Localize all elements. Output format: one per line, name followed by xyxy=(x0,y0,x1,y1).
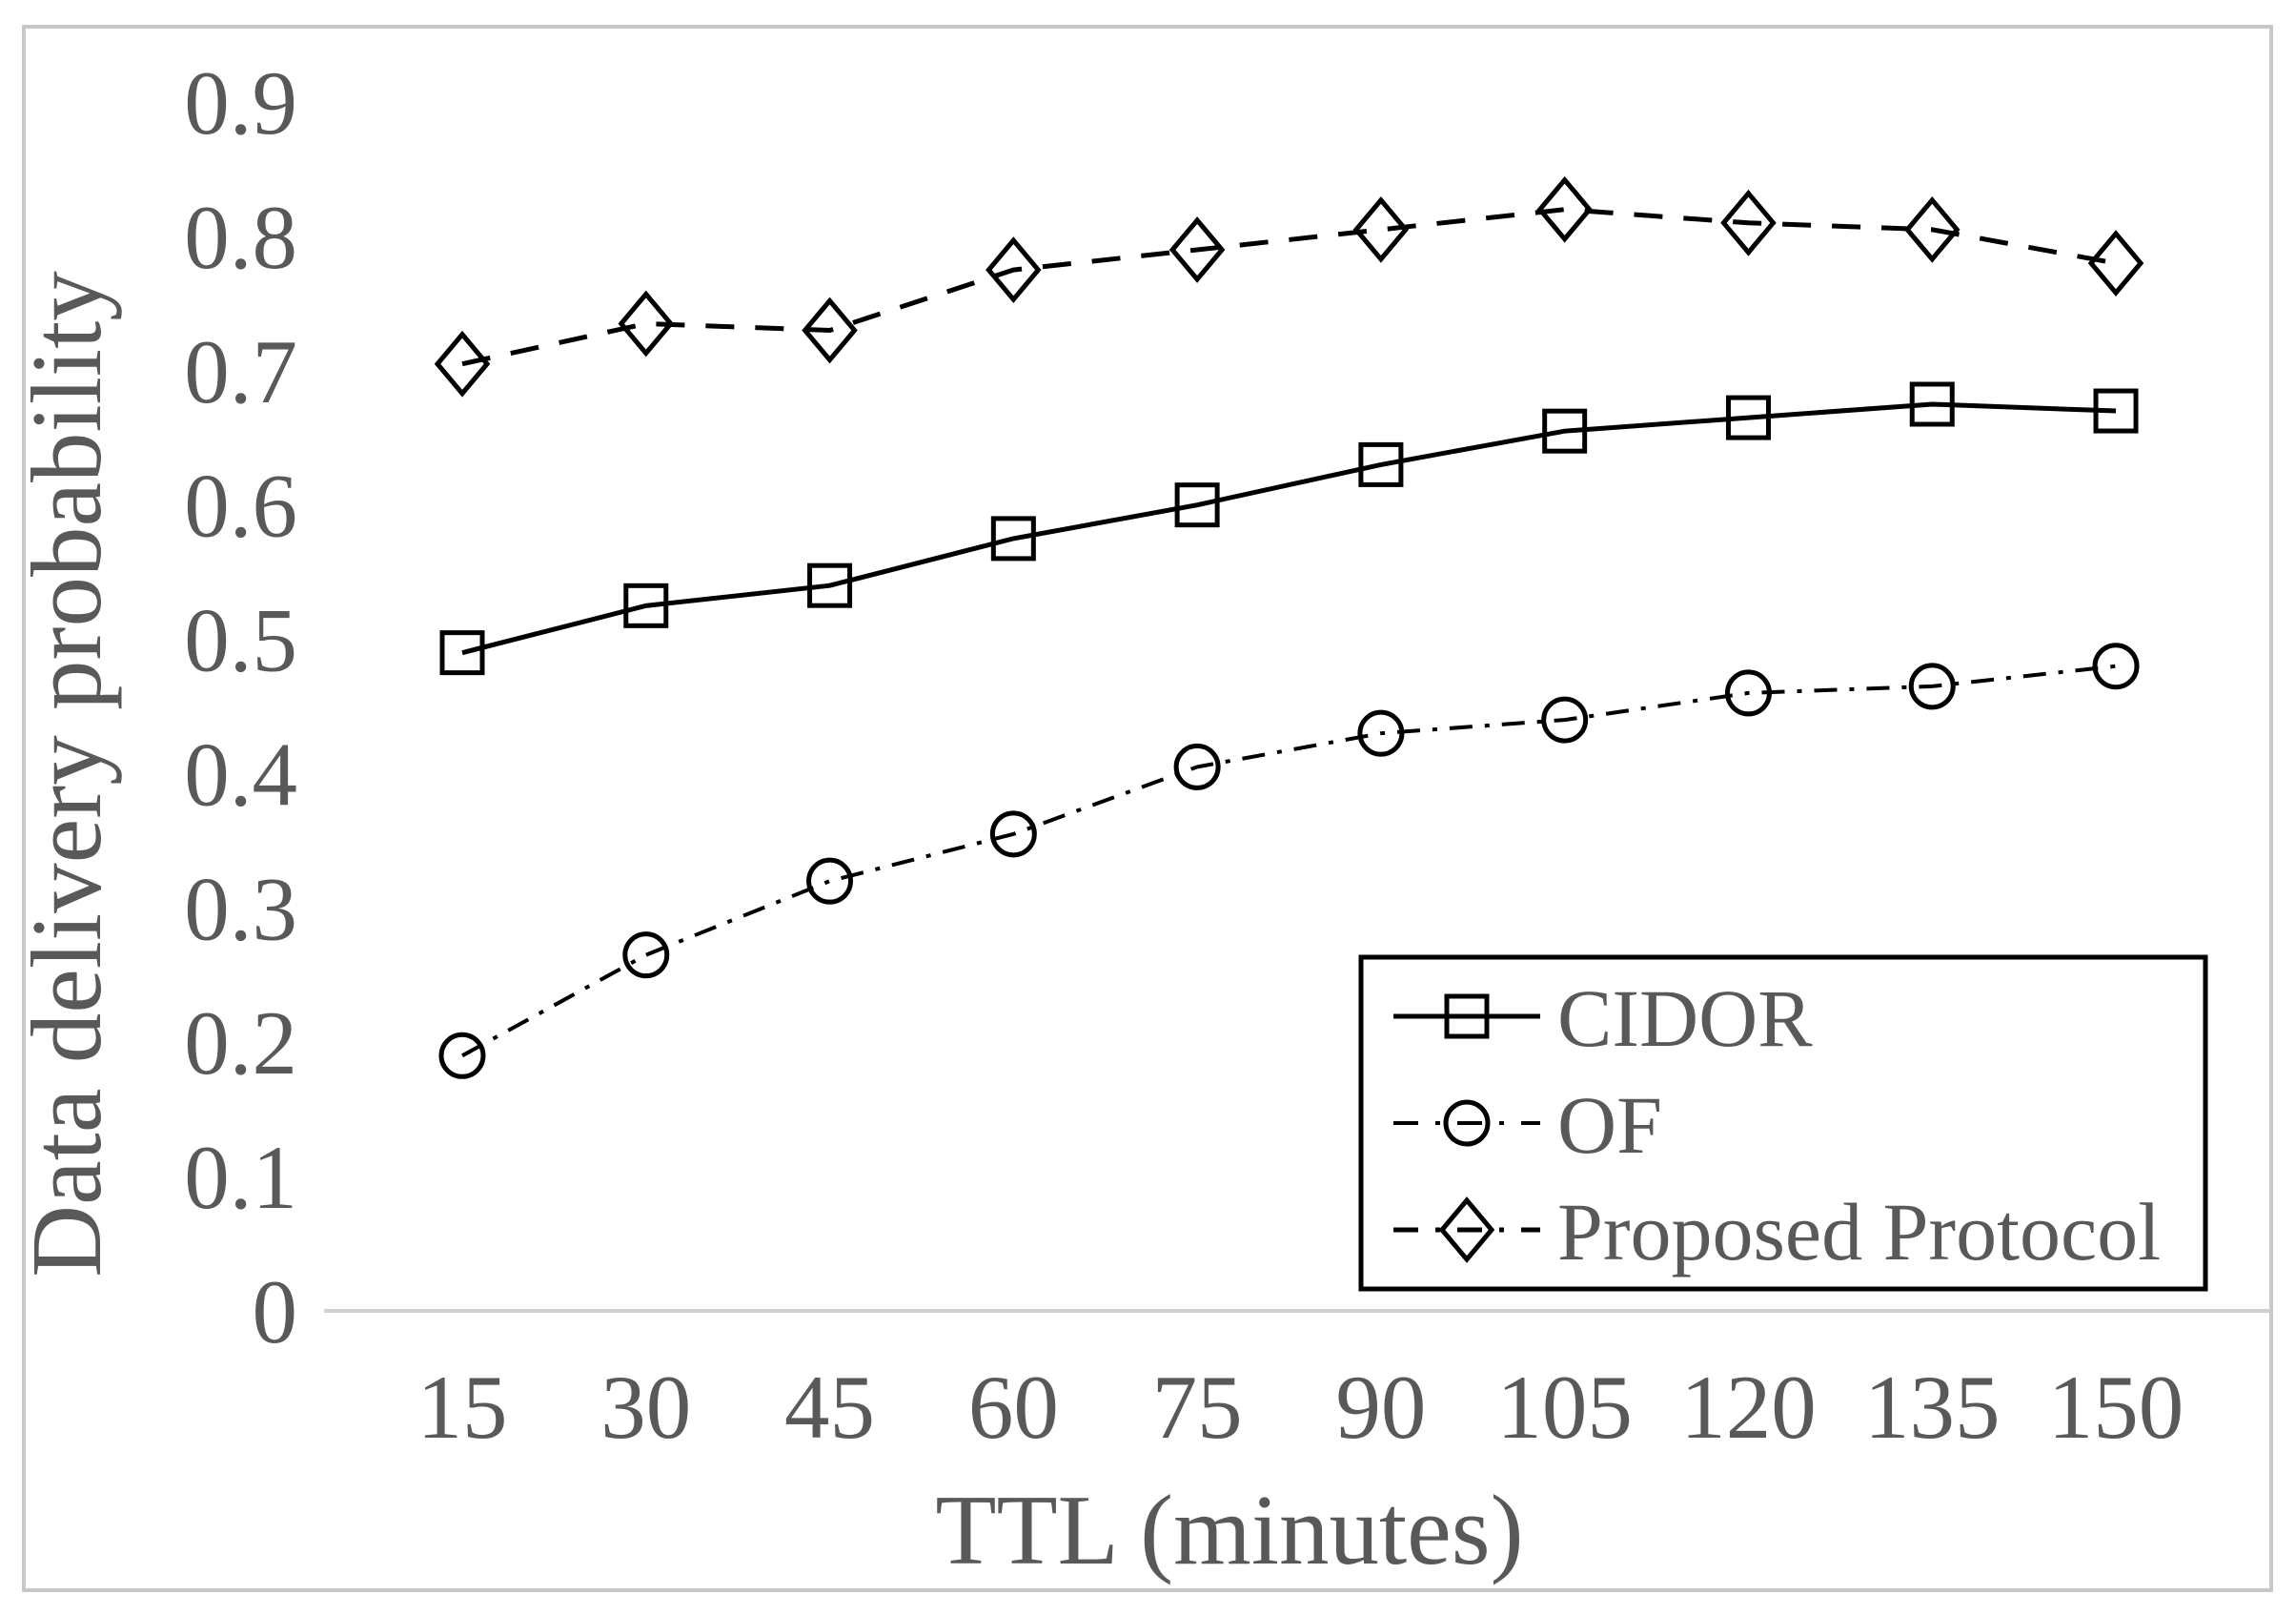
diamond-marker xyxy=(1903,195,1961,263)
x-tick-label: 45 xyxy=(784,1357,875,1458)
circle-marker xyxy=(1173,743,1221,790)
diamond-marker xyxy=(802,296,858,364)
diamond-marker xyxy=(1168,216,1226,283)
y-axis-title: Data delivery probability xyxy=(10,271,122,1278)
series-cidor xyxy=(439,381,2139,676)
y-tick-label: 0.7 xyxy=(184,321,297,422)
series-proposed-protocol xyxy=(434,175,2144,398)
legend-item-label: OF xyxy=(1557,1079,1662,1171)
legend: CIDOR OF Proposed Protocol xyxy=(1358,954,2208,1292)
diamond-marker xyxy=(618,290,675,358)
circle-marker xyxy=(1724,669,1772,717)
y-tick-label: 0.8 xyxy=(184,187,297,288)
x-tick-label: 150 xyxy=(2048,1357,2184,1458)
square-marker xyxy=(1725,395,1771,440)
square-marker xyxy=(2093,388,2139,434)
x-axis-title: TTL (minutes) xyxy=(935,1474,1523,1585)
y-tick-label: 0.1 xyxy=(184,1127,297,1228)
circle-marker xyxy=(2092,643,2140,690)
x-tick-label: 15 xyxy=(417,1357,508,1458)
y-axis-tick-labels: 0 0.1 0.2 0.3 0.4 0.5 0.6 0.7 0.8 0.9 xyxy=(184,52,297,1362)
series-line-cidor xyxy=(461,401,2117,656)
square-marker xyxy=(807,562,853,608)
x-tick-label: 60 xyxy=(968,1357,1059,1458)
square-marker xyxy=(623,583,669,628)
circle-marker xyxy=(438,1032,486,1079)
legend-item-label: Proposed Protocol xyxy=(1557,1186,2161,1278)
circle-marker xyxy=(1541,696,1589,744)
square-marker xyxy=(1542,408,1588,454)
square-marker xyxy=(1444,993,1490,1039)
y-tick-label: 0.5 xyxy=(184,590,297,691)
legend-item-cidor: CIDOR xyxy=(1393,972,1813,1064)
y-tick-label: 0.9 xyxy=(184,52,297,153)
y-tick-label: 0.6 xyxy=(184,456,297,557)
x-tick-label: 30 xyxy=(600,1357,691,1458)
y-tick-label: 0.2 xyxy=(184,992,297,1094)
diamond-marker xyxy=(2087,230,2144,296)
legend-item-label: CIDOR xyxy=(1557,972,1813,1064)
diamond-marker xyxy=(434,330,491,398)
legend-item-of: OF xyxy=(1393,1079,1662,1171)
legend-item-proposed-protocol: Proposed Protocol xyxy=(1393,1186,2161,1278)
x-tick-label: 75 xyxy=(1152,1357,1243,1458)
plot-series xyxy=(434,175,2144,1079)
series-of xyxy=(438,643,2140,1079)
square-marker xyxy=(1358,441,1404,487)
x-tick-label: 120 xyxy=(1680,1357,1817,1458)
figure-border xyxy=(22,25,2273,1592)
series-line-proposed-protocol xyxy=(461,207,2117,367)
circle-marker xyxy=(1908,663,1956,710)
square-marker xyxy=(439,630,485,676)
square-marker xyxy=(1174,482,1220,528)
x-tick-label: 135 xyxy=(1864,1357,2001,1458)
circle-marker xyxy=(806,857,854,905)
square-marker xyxy=(990,516,1036,562)
diamond-marker xyxy=(985,236,1042,304)
diamond-marker xyxy=(1438,1196,1495,1263)
x-tick-label: 105 xyxy=(1496,1357,1633,1458)
y-tick-label: 0 xyxy=(253,1261,298,1362)
x-axis-tick-labels: 15 30 45 60 75 90 105 120 135 150 xyxy=(417,1357,2184,1458)
diamond-marker xyxy=(1536,175,1593,243)
legend-box xyxy=(1358,954,2208,1292)
circle-marker xyxy=(622,931,670,979)
y-tick-label: 0.3 xyxy=(184,858,297,959)
x-tick-label: 90 xyxy=(1335,1357,1426,1458)
circle-marker xyxy=(989,810,1037,858)
circle-marker xyxy=(1443,1099,1491,1147)
square-marker xyxy=(1909,381,1955,427)
diamond-marker xyxy=(1352,195,1410,263)
circle-marker xyxy=(1357,709,1405,757)
diamond-marker xyxy=(1720,189,1777,256)
y-tick-label: 0.4 xyxy=(184,724,297,825)
